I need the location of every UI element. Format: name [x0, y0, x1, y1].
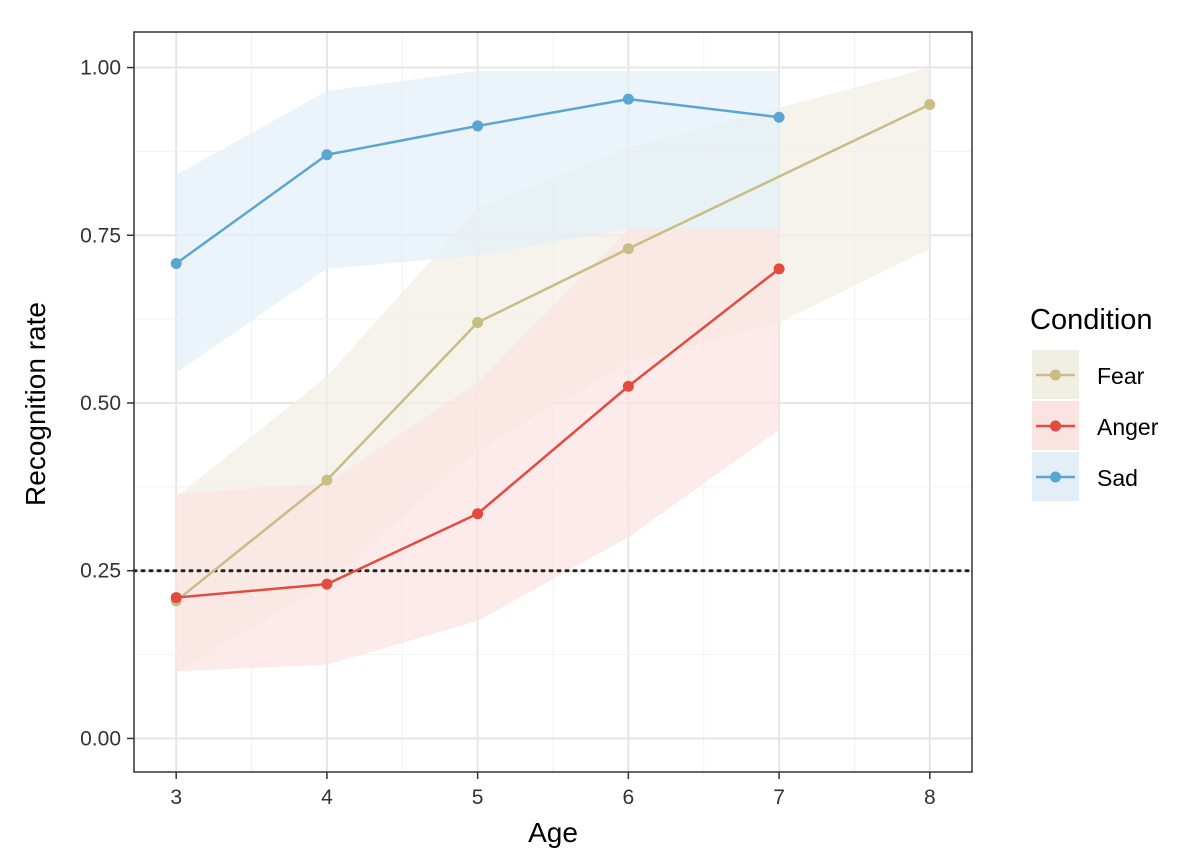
x-tick-label: 4 — [321, 786, 333, 809]
point-anger-3 — [170, 592, 182, 604]
legend-label: Fear — [1097, 363, 1145, 389]
y-axis: 0.00 0.25 0.50 0.75 1.00 — [80, 57, 134, 750]
point-fear-6 — [622, 243, 634, 255]
band-anger — [176, 228, 780, 672]
x-tick-label: 5 — [472, 786, 484, 809]
legend-label: Sad — [1097, 465, 1138, 491]
y-tick-label: 0.75 — [80, 224, 121, 247]
x-tick-label: 3 — [170, 786, 182, 809]
x-tick-label: 8 — [924, 786, 936, 809]
y-tick-label: 0.50 — [80, 392, 121, 415]
legend: Condition Fear Anger Sad — [1030, 304, 1159, 501]
point-anger-6 — [622, 380, 634, 392]
legend-item-anger: Anger — [1032, 401, 1159, 450]
legend-label: Anger — [1097, 414, 1159, 440]
legend-title: Condition — [1030, 304, 1153, 336]
x-axis-title: Age — [528, 817, 578, 848]
point-anger-7 — [773, 263, 785, 275]
confidence-bands — [176, 67, 930, 672]
y-tick-label: 0.25 — [80, 560, 121, 583]
plot-border — [133, 31, 973, 773]
legend-key-point — [1050, 369, 1061, 381]
point-sad-7 — [773, 111, 785, 123]
legend-key-point — [1050, 420, 1061, 432]
point-sad-3 — [170, 257, 182, 269]
y-axis-title: Recognition rate — [20, 302, 51, 506]
plot-border-rect — [133, 31, 973, 773]
band-sad — [176, 70, 780, 373]
point-anger-5 — [472, 508, 484, 520]
x-tick-label: 7 — [773, 786, 785, 809]
legend-key-point — [1050, 471, 1061, 483]
point-sad-4 — [321, 149, 333, 161]
x-axis: 3 4 5 6 7 8 — [170, 772, 936, 809]
y-tick-label: 1.00 — [80, 57, 121, 80]
point-fear-4 — [321, 474, 333, 486]
point-fear-8 — [924, 98, 936, 110]
point-sad-6 — [622, 93, 634, 105]
point-anger-4 — [321, 578, 333, 590]
x-tick-label: 6 — [623, 786, 635, 809]
legend-item-sad: Sad — [1032, 452, 1138, 501]
series-points — [170, 93, 936, 607]
point-sad-5 — [472, 120, 484, 132]
y-tick-label: 0.00 — [80, 727, 121, 750]
point-fear-5 — [472, 316, 484, 328]
legend-item-fear: Fear — [1032, 350, 1145, 399]
